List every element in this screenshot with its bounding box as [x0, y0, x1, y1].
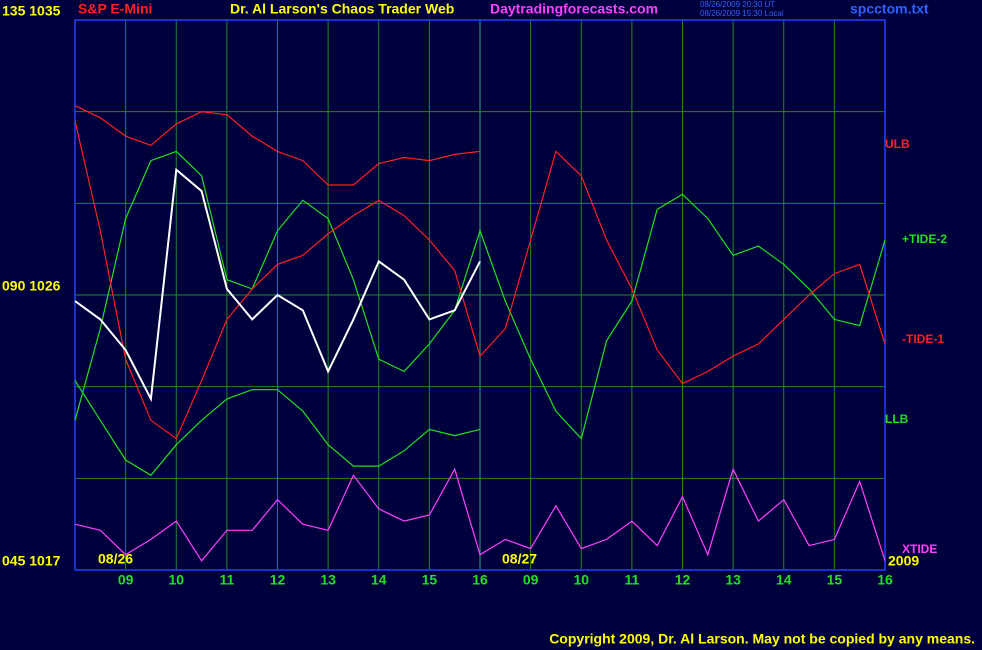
x-tick-label: 09 — [523, 572, 539, 588]
x-tick-label: 12 — [675, 572, 691, 588]
tide-line — [74, 150, 886, 440]
tide-line — [74, 105, 481, 186]
series-label: -TIDE-1 — [902, 332, 944, 346]
timestamp-local: 08/26/2009 15:30 Local — [700, 9, 784, 18]
x-tick-label: 12 — [270, 572, 286, 588]
x-tick-label: 09 — [118, 572, 134, 588]
date-label: 08/27 — [502, 551, 537, 567]
x-tick-label: 10 — [168, 572, 184, 588]
x-tick-label: 14 — [776, 572, 792, 588]
tide-line — [74, 467, 886, 562]
tide-line — [74, 380, 481, 477]
x-tick-label: 11 — [219, 572, 234, 588]
site: Daytradingforecasts.com — [490, 1, 658, 17]
symbol: S&P E-Mini — [78, 1, 152, 17]
tide-line — [74, 120, 886, 440]
file-name: spcctom.txt — [850, 1, 929, 17]
copyright: Copyright 2009, Dr. Al Larson. May not b… — [549, 631, 975, 647]
series-label: LLB — [885, 412, 909, 426]
date-label: 08/26 — [98, 551, 133, 567]
price-line — [74, 167, 481, 403]
x-tick-label: 10 — [573, 572, 589, 588]
x-tick-label: 16 — [877, 572, 893, 588]
x-tick-label: 15 — [422, 572, 438, 588]
x-tick-label: 11 — [624, 572, 639, 588]
y-tick-label: 045 1017 — [2, 553, 61, 569]
date-label: 2009 — [888, 553, 919, 569]
chart-title: Dr. Al Larson's Chaos Trader Web — [230, 1, 454, 17]
timestamp-ut: 08/26/2009 20:30 UT — [700, 0, 775, 9]
series-label: XTIDE — [902, 542, 937, 556]
x-tick-label: 13 — [725, 572, 741, 588]
x-tick-label: 15 — [827, 572, 843, 588]
x-tick-label: 14 — [371, 572, 387, 588]
y-tick-label: 135 1035 — [2, 3, 61, 19]
x-tick-label: 16 — [472, 572, 488, 588]
series-label: +TIDE-2 — [902, 232, 947, 246]
plot-frame — [74, 19, 886, 571]
y-tick-label: 090 1026 — [2, 278, 61, 294]
x-tick-label: 13 — [320, 572, 336, 588]
series-label: ULB — [885, 137, 910, 151]
